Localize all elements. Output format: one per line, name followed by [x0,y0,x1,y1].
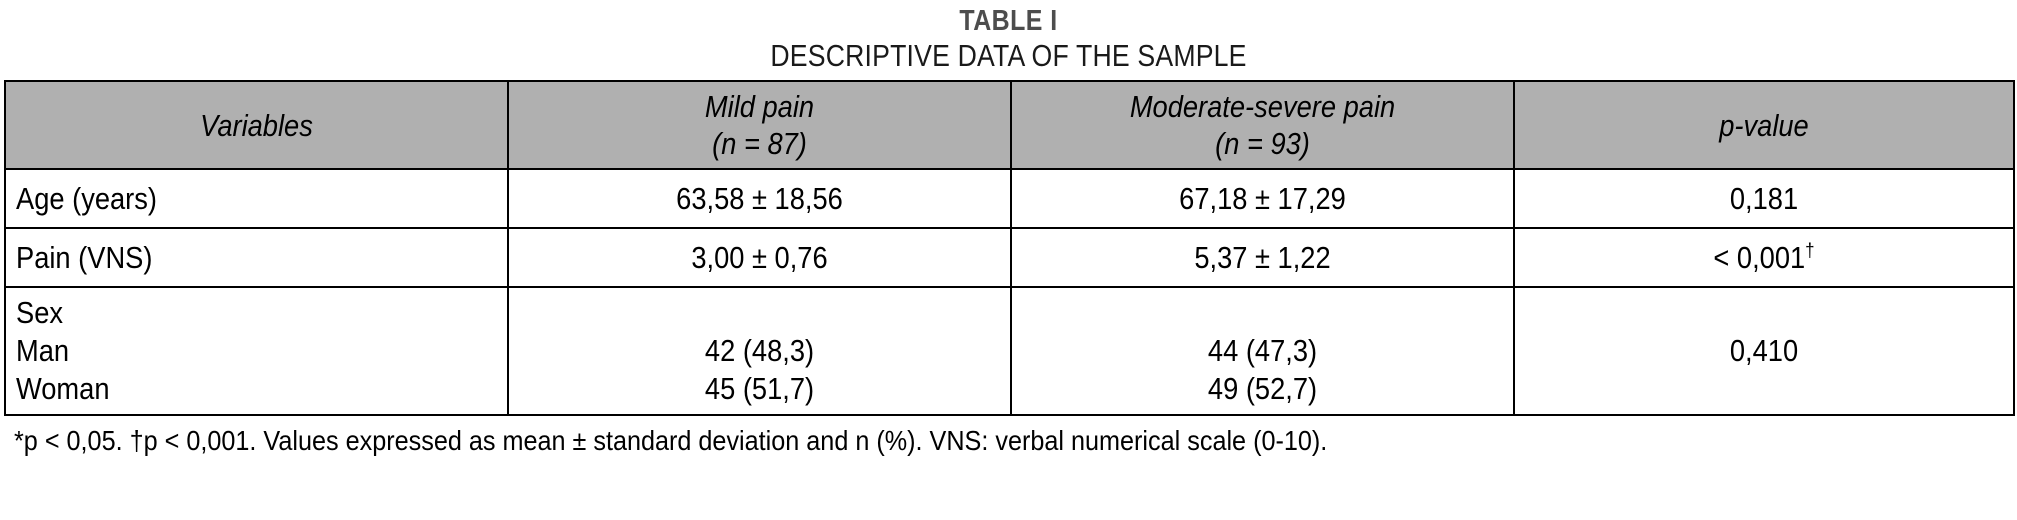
column-header-mild-pain-line2: (n = 87) [712,126,807,161]
table-header: Variables Mild pain (n = 87) Moderate-se… [4,80,2015,170]
table-footnote-text: *p < 0,05. †p < 0,001. Values expressed … [14,425,1328,456]
title-block: TABLE I DESCRIPTIVE DATA OF THE SAMPLE [0,0,2017,74]
column-header-mild-pain-line1: Mild pain [704,89,815,124]
cell-pain-pvalue: < 0,001† [1513,227,2015,288]
table-row: Sex Man Woman 42 (48,3) 45 (51,7) 44 (47… [4,286,2015,416]
cell-sex-mild-woman: 45 (51,7) [704,371,815,406]
row-label-pain-vns-text: Pain (VNS) [16,239,153,275]
row-label-sex-woman: Woman [16,371,110,406]
cell-age-pvalue-text: 0,181 [1545,181,1983,217]
cell-age-pvalue: 0,181 [1513,168,2015,229]
column-header-variables-line1: Variables [200,107,313,143]
cell-pain-moderate-text: 5,37 ± 1,22 [1194,239,1331,275]
cell-sex-moderate-woman: 49 (52,7) [1207,371,1318,406]
table-row: Pain (VNS) 3,00 ± 0,76 5,37 ± 1,22 < 0,0… [4,227,2015,288]
column-header-moderate-severe-pain-line2: (n = 93) [1215,126,1310,161]
row-label-sex-man: Man [16,333,70,368]
column-header-moderate-severe-pain-line1: Moderate-severe pain [1129,89,1396,124]
cell-sex-moderate: 44 (47,3) 49 (52,7) [1010,286,1515,416]
column-header-variables: Variables [4,80,509,170]
cell-pain-pvalue-number: < 0,001 [1713,239,1806,275]
row-label-sex: Sex Man Woman [4,286,509,416]
cell-age-moderate: 67,18 ± 17,29 [1010,168,1515,229]
cell-sex-mild: 42 (48,3) 45 (51,7) [507,286,1012,416]
table-row: Age (years) 63,58 ± 18,56 67,18 ± 17,29 … [4,168,2015,229]
cell-sex-moderate-man: 44 (47,3) [1207,333,1318,368]
table-header-row: Variables Mild pain (n = 87) Moderate-se… [4,80,2015,170]
cell-sex-pvalue: 0,410 [1513,286,2015,416]
cell-sex-mild-man: 42 (48,3) [704,333,815,368]
cell-age-pvalue-number: 0,181 [1729,180,1799,216]
row-label-age-text: Age (years) [16,180,158,216]
column-header-mild-pain: Mild pain (n = 87) [507,80,1012,170]
cell-pain-mild: 3,00 ± 0,76 [507,227,1012,288]
cell-age-mild: 63,58 ± 18,56 [507,168,1012,229]
row-label-pain-vns: Pain (VNS) [4,227,509,288]
cell-age-moderate-text: 67,18 ± 17,29 [1179,180,1346,216]
cell-pain-pvalue-marker: † [1805,240,1815,262]
table-wrapper: Variables Mild pain (n = 87) Moderate-se… [0,80,2017,416]
cell-age-mild-text: 63,58 ± 18,56 [676,180,843,216]
cell-pain-pvalue-text: < 0,001† [1545,240,1983,276]
cell-sex-pvalue-text: 0,410 [1729,333,1799,368]
cell-pain-mild-text: 3,00 ± 0,76 [691,239,828,275]
column-header-p-value: p-value [1513,80,2015,170]
row-label-sex-heading: Sex [16,295,64,330]
table-caption: DESCRIPTIVE DATA OF THE SAMPLE [770,38,1247,73]
table-body: Age (years) 63,58 ± 18,56 67,18 ± 17,29 … [4,168,2015,416]
table-footnote: *p < 0,05. †p < 0,001. Values expressed … [0,424,2017,458]
cell-pain-moderate: 5,37 ± 1,22 [1010,227,1515,288]
column-header-p-value-line1: p-value [1719,107,1809,143]
table-number: TABLE I [959,5,1058,37]
descriptive-data-table: Variables Mild pain (n = 87) Moderate-se… [4,80,2015,416]
row-label-age: Age (years) [4,168,509,229]
column-header-moderate-severe-pain: Moderate-severe pain (n = 93) [1010,80,1515,170]
